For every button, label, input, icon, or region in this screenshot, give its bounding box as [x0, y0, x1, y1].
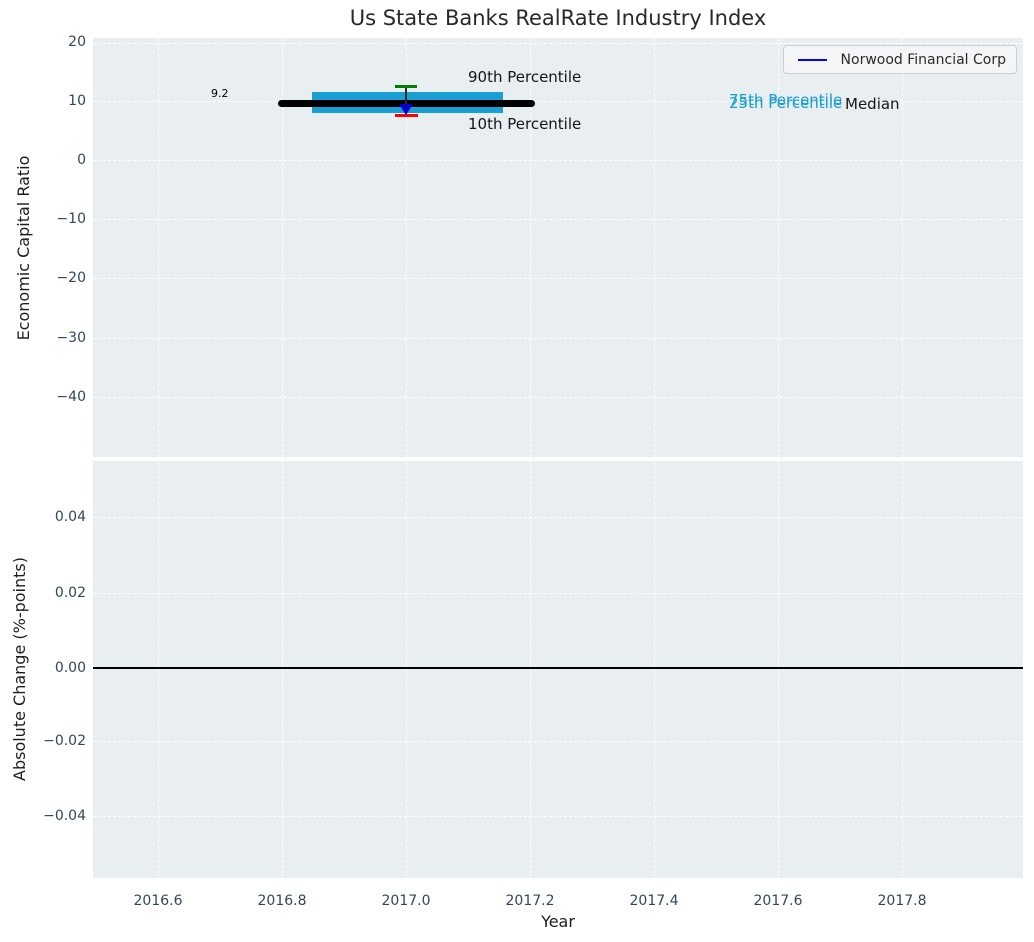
- xtick: 2017.4: [629, 893, 679, 909]
- ytick-bottom: −0.02: [43, 733, 86, 749]
- gridline-v: [406, 38, 407, 457]
- xtick: 2016.8: [257, 893, 307, 909]
- bottom-y-axis-label: Absolute Change (%-points): [10, 557, 29, 781]
- p90-cap: [395, 85, 417, 88]
- gridline-v: [778, 38, 779, 457]
- legend: Norwood Financial Corp: [783, 45, 1017, 74]
- ytick-top: −20: [56, 270, 86, 286]
- gridline-v: [654, 461, 655, 878]
- zero-change-line: [93, 667, 1023, 669]
- gridline-v: [530, 461, 531, 878]
- gridline-v: [158, 461, 159, 878]
- xtick: 2017.0: [381, 893, 431, 909]
- ytick-top: −30: [56, 330, 86, 346]
- gridline-v: [158, 38, 159, 457]
- p25-annotation: 25th Percentile: [729, 94, 843, 112]
- median-value-label: 9.2: [211, 87, 229, 100]
- gridline-v: [282, 461, 283, 878]
- gridline-h: [93, 43, 1023, 44]
- company-marker-icon: [399, 104, 413, 115]
- x-axis-label: Year: [541, 912, 575, 931]
- whisker-line: [405, 87, 407, 109]
- median-annotation: Median: [845, 95, 900, 113]
- gridline-h: [93, 517, 1023, 518]
- p10-cap: [395, 114, 418, 117]
- ytick-bottom: 0.04: [54, 509, 86, 525]
- ytick-bottom: 0.02: [54, 585, 86, 601]
- p75-annotation: 75th Percentile: [729, 91, 843, 109]
- chart-title: Us State Banks RealRate Industry Index: [349, 6, 767, 30]
- gridline-v: [778, 461, 779, 878]
- ytick-top: 0: [77, 152, 86, 168]
- gridline-h: [93, 816, 1023, 817]
- gridline-v: [530, 38, 531, 457]
- legend-line-icon: [798, 58, 827, 61]
- gridline-h: [93, 397, 1023, 398]
- gridline-v: [406, 461, 407, 878]
- p10-annotation: 10th Percentile: [468, 115, 582, 133]
- gridline-v: [654, 38, 655, 457]
- ytick-top: 20: [68, 34, 86, 50]
- ytick-top: 10: [68, 93, 86, 109]
- gridline-v: [282, 38, 283, 457]
- gridline-h: [93, 741, 1023, 742]
- xtick: 2017.6: [753, 893, 803, 909]
- gridline-h: [93, 160, 1023, 161]
- ytick-bottom: 0.00: [54, 660, 86, 676]
- xtick: 2017.2: [505, 893, 555, 909]
- ytick-top: −40: [56, 389, 86, 405]
- xtick: 2017.8: [877, 893, 927, 909]
- gridline-h: [93, 101, 1023, 102]
- legend-label: Norwood Financial Corp: [840, 51, 1006, 68]
- ytick-bottom: −0.04: [43, 808, 86, 824]
- gridline-h: [93, 219, 1023, 220]
- xtick: 2016.6: [133, 893, 183, 909]
- gridline-v: [902, 461, 903, 878]
- top-y-axis-label: Economic Capital Ratio: [14, 155, 33, 341]
- top-plot-area: 9.2 90th Percentile 10th Percentile 75th…: [93, 38, 1023, 457]
- gridline-h: [93, 593, 1023, 594]
- gridline-h: [93, 278, 1023, 279]
- gridline-h: [93, 338, 1023, 339]
- p90-annotation: 90th Percentile: [468, 68, 582, 86]
- gridline-v: [902, 38, 903, 457]
- ytick-top: −10: [56, 211, 86, 227]
- bottom-plot-area: [93, 461, 1023, 878]
